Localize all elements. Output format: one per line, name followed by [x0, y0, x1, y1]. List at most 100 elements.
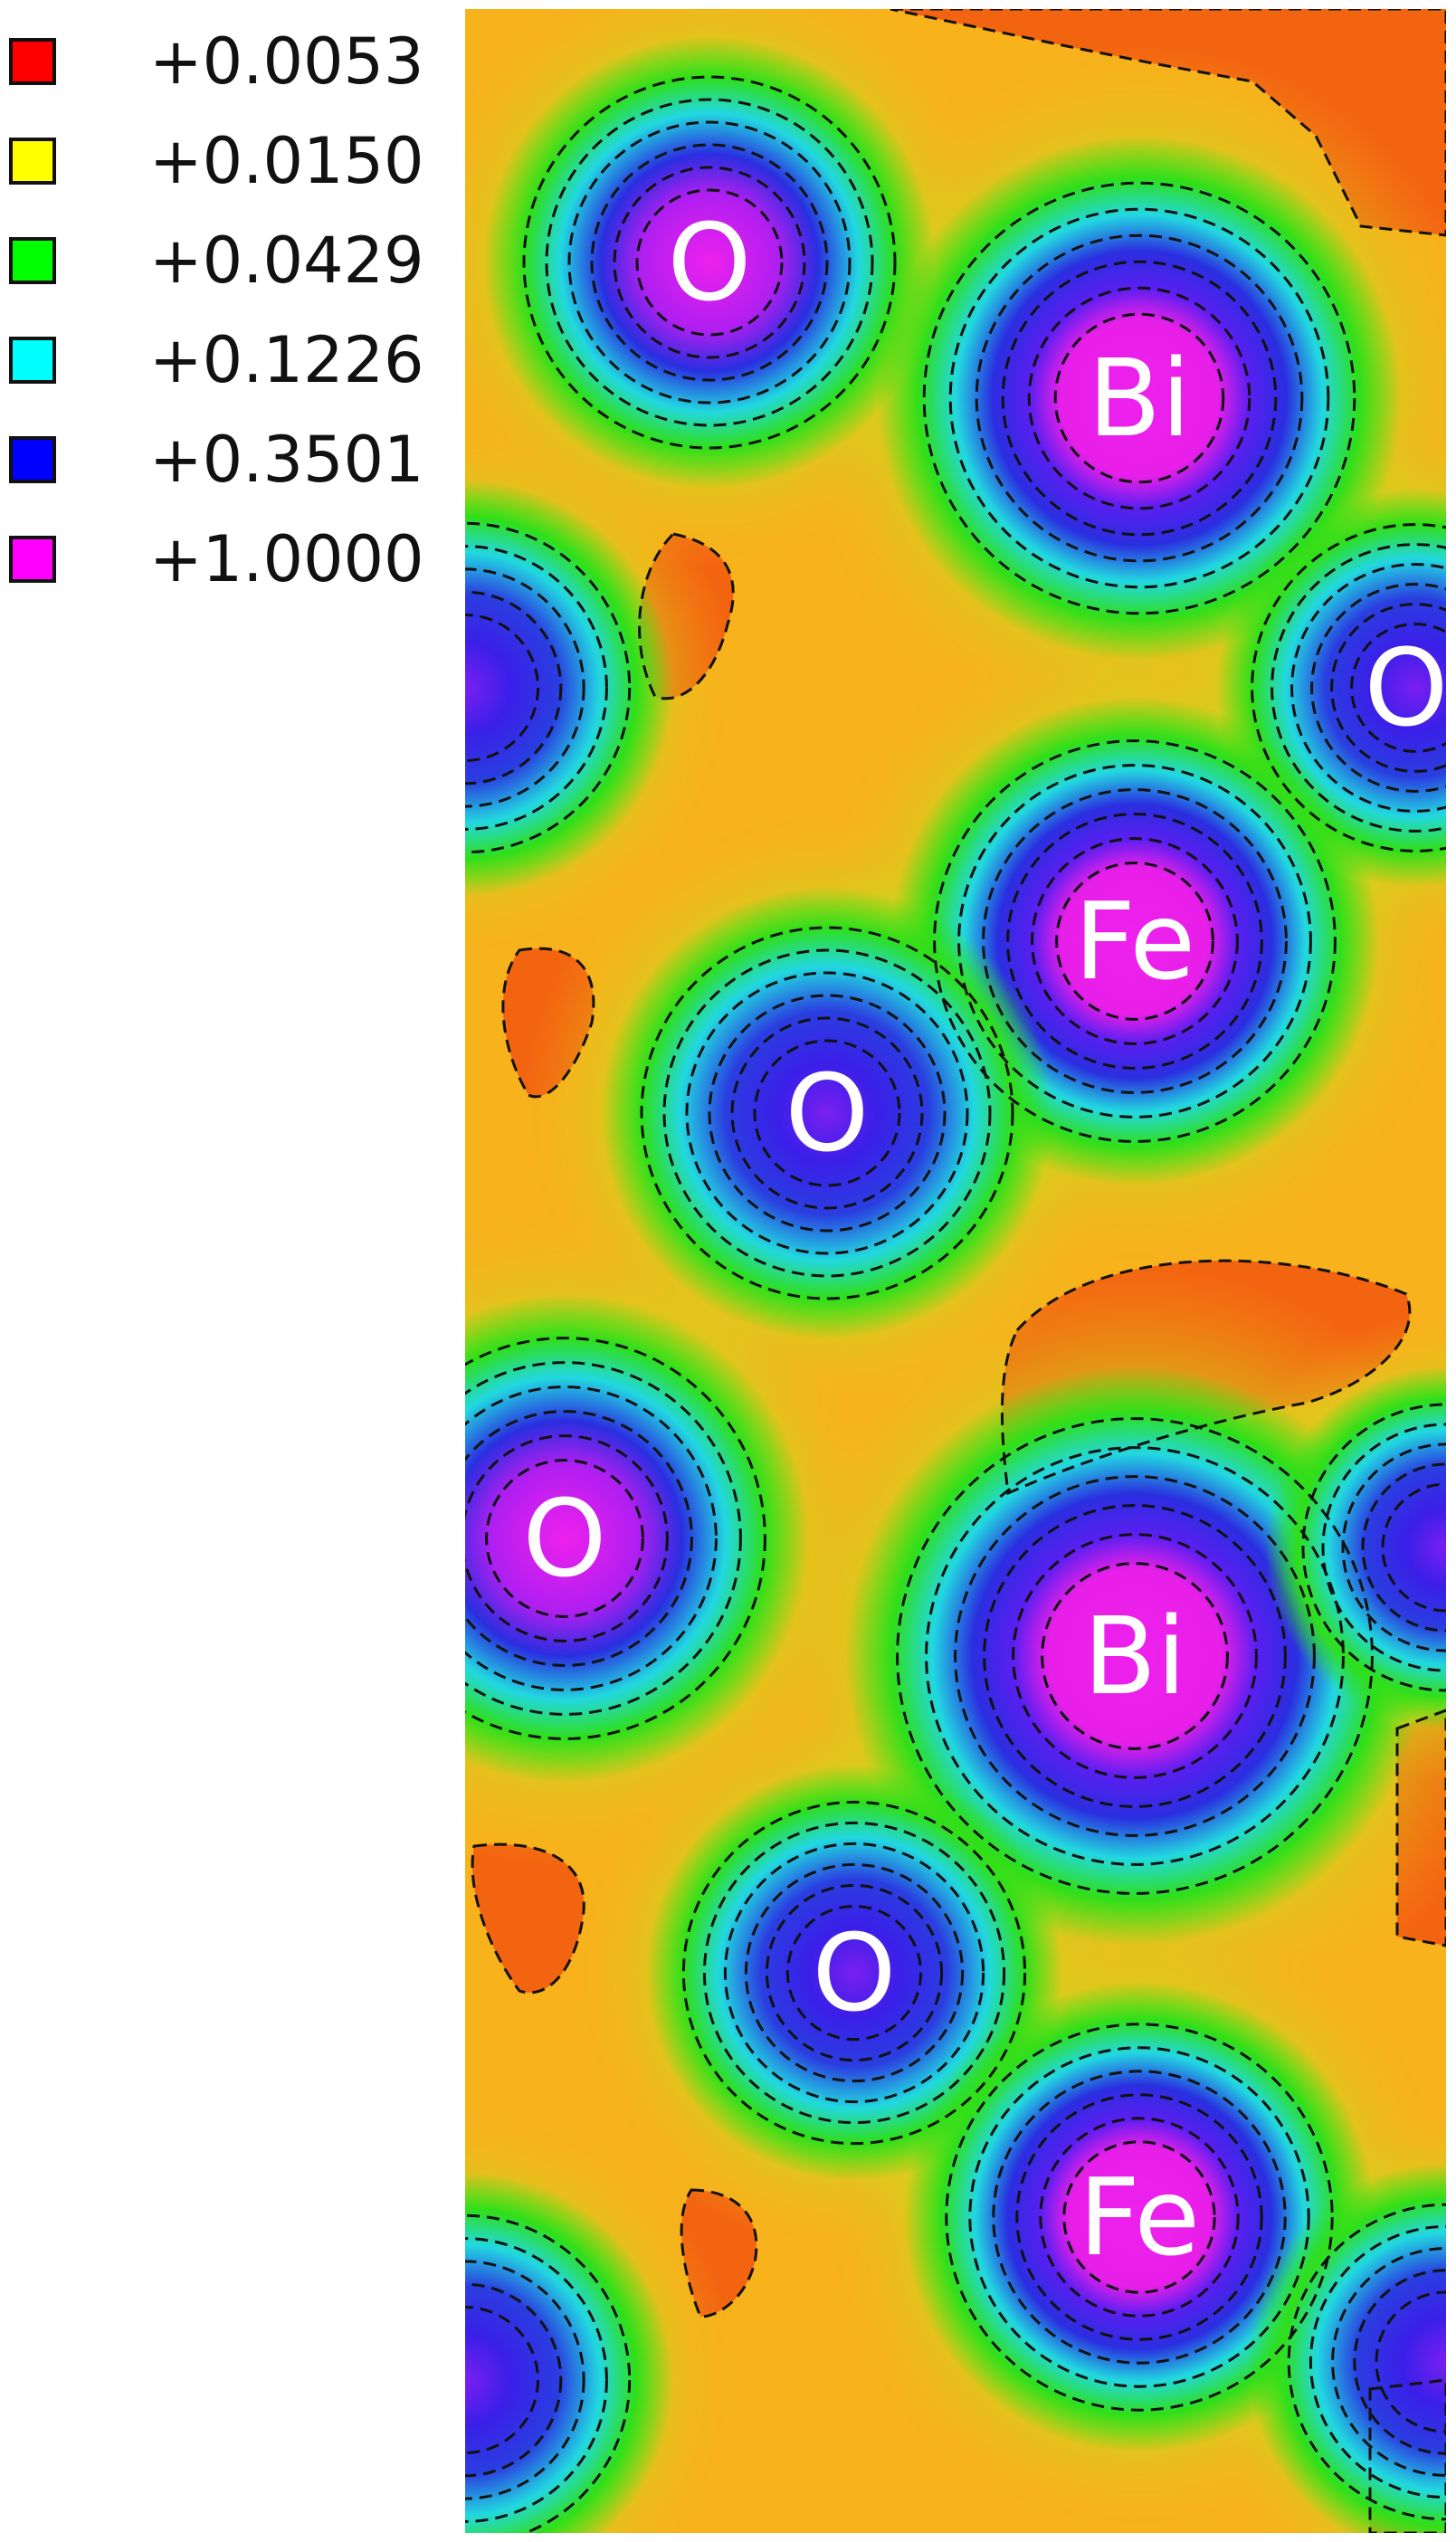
- contour-line: [465, 2237, 608, 2523]
- contour-line: [465, 545, 608, 831]
- contour-line: [1308, 2224, 1446, 2499]
- contour-line: [662, 948, 992, 1278]
- legend-item: +1.0000: [9, 528, 424, 591]
- atom-density: [601, 887, 1053, 1339]
- atom-label-o: O: [1365, 625, 1446, 750]
- contour-line: [708, 994, 947, 1233]
- contour-line: [1053, 312, 1225, 484]
- legend-label: +1.0000: [149, 522, 424, 596]
- contour-line: [522, 75, 897, 450]
- legend-item: +0.1226: [9, 328, 424, 392]
- contour-line: [1301, 1403, 1446, 1692]
- contour-line: [992, 2070, 1287, 2365]
- contour-line: [1006, 813, 1263, 1070]
- legend-swatch: [9, 138, 56, 185]
- contour-line: [975, 233, 1304, 563]
- contour-line: [744, 1862, 965, 2083]
- atom-density: [483, 36, 936, 489]
- contour-line: [785, 1904, 923, 2042]
- contour-line: [1012, 1533, 1258, 1779]
- atom-label-o: O: [523, 1476, 607, 1601]
- legend-label: +0.3501: [149, 423, 424, 497]
- atom-label-o: O: [785, 1051, 870, 1176]
- contour-line: [925, 1446, 1345, 1866]
- atom-label-bi: Bi: [1088, 336, 1191, 461]
- atom-label-fe: Fe: [1074, 879, 1195, 1004]
- electron-density-map: O Bi O Fe O O Bi O Fe: [465, 9, 1446, 2533]
- contour-line: [954, 1475, 1316, 1837]
- legend-item: +0.0429: [9, 229, 424, 292]
- contour-line: [465, 2260, 585, 2500]
- legend-item: +0.0053: [9, 30, 424, 93]
- contour-line: [896, 1417, 1374, 1895]
- contour-line: [948, 207, 1330, 589]
- legend-label: +0.1226: [149, 323, 424, 397]
- contour-line: [545, 98, 874, 427]
- low-density-region: [472, 1844, 585, 1993]
- contour-line: [680, 2188, 758, 2318]
- contour-line: [1027, 286, 1251, 510]
- contour-line: [1270, 543, 1446, 833]
- contour-line: [1368, 2378, 1446, 2533]
- contour-line: [1361, 1462, 1446, 1633]
- contour-line: [501, 947, 595, 1099]
- contour-line: [465, 521, 632, 854]
- legend-swatch: [9, 237, 56, 284]
- contour-line: [982, 788, 1288, 1094]
- density-map-svg: O Bi O Fe O O Bi O Fe: [465, 9, 1446, 2533]
- atom-label-o: O: [813, 1910, 897, 2035]
- edge-atom-density: [1265, 1366, 1446, 1728]
- contour-line: [590, 143, 829, 382]
- legend-swatch: [9, 436, 56, 483]
- contour-line: [730, 1016, 924, 1210]
- contour-line: [1041, 1562, 1229, 1750]
- color-legend: +0.0053 +0.0150 +0.0429 +0.1226 +0.3501 +1.00…: [0, 0, 452, 615]
- contour-line: [465, 590, 563, 785]
- atom-density: [877, 136, 1402, 661]
- contour-line: [465, 1337, 766, 1740]
- contour-line: [465, 2282, 563, 2478]
- contour-line: [465, 2214, 632, 2533]
- contour-line: [1062, 2140, 1216, 2294]
- contour-line: [465, 1410, 693, 1667]
- atom-label-o: O: [668, 200, 752, 325]
- legend-label: +0.0150: [149, 124, 424, 198]
- atom-label-fe: Fe: [1079, 2155, 1200, 2280]
- contour-line: [465, 1434, 669, 1642]
- contour-line: [485, 1459, 644, 1618]
- contour-line: [635, 188, 784, 337]
- legend-swatch: [9, 38, 56, 85]
- legend-swatch: [9, 536, 56, 583]
- contour-line: [723, 1842, 985, 2104]
- contour-line: [933, 739, 1337, 1143]
- low-density-region: [890, 9, 1446, 235]
- contour-line: [613, 166, 806, 359]
- contour-line: [1330, 603, 1446, 773]
- contour-line: [1341, 1442, 1446, 1652]
- contour-line: [1001, 260, 1278, 537]
- contour-line: [465, 567, 585, 808]
- contour-line: [922, 181, 1356, 615]
- contour-line: [471, 1842, 585, 1995]
- contour-line: [1310, 583, 1446, 793]
- contour-line: [957, 764, 1312, 1119]
- contour-line: [640, 926, 1014, 1300]
- contour-line: [638, 532, 735, 700]
- contour-line: [765, 1883, 944, 2062]
- contour-line: [968, 2046, 1310, 2388]
- contour-line: [465, 1385, 718, 1691]
- contour-line: [1321, 1423, 1446, 1672]
- contour-line: [1395, 1709, 1446, 1947]
- legend-item: +0.3501: [9, 428, 424, 491]
- contour-line: [983, 1504, 1287, 1808]
- contour-line: [702, 1821, 1006, 2125]
- contour-line: [465, 1361, 742, 1716]
- contour-line: [1350, 623, 1446, 753]
- contour-line: [1039, 2117, 1240, 2318]
- contour-line: [685, 971, 969, 1255]
- contour-line: [1015, 2093, 1263, 2341]
- contour-line: [945, 2023, 1334, 2412]
- contour-line: [890, 9, 1446, 237]
- legend-swatch: [9, 337, 56, 384]
- atom-label-bi: Bi: [1083, 1594, 1186, 1718]
